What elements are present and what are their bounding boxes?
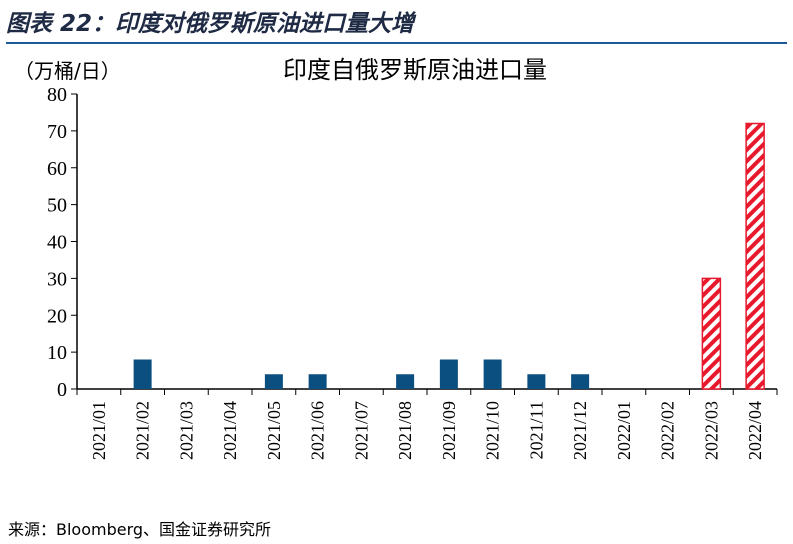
x-tick-label: 2021/06 [308, 401, 328, 460]
y-tick-label: 20 [47, 305, 67, 327]
y-tick-label: 70 [47, 121, 67, 143]
bar [483, 359, 502, 389]
figure-header: 图表 22：印度对俄罗斯原油进口量大增 [6, 2, 787, 44]
y-tick-label: 50 [47, 195, 67, 217]
bar [571, 374, 590, 389]
y-tick-label: 40 [47, 232, 67, 254]
figure-title: 图表 22：印度对俄罗斯原油进口量大增 [6, 11, 415, 37]
axes: 0 10 20 30 40 50 60 70 80 2021/01 2021/02 2021/03 20… [47, 84, 778, 460]
bars [133, 122, 765, 390]
x-tick-label: 2022/01 [614, 401, 634, 460]
y-tick-label: 80 [47, 84, 67, 106]
x-tick-label: 2021/12 [570, 401, 590, 460]
bar [396, 374, 415, 389]
x-tick-label: 2022/04 [745, 401, 765, 460]
bar [527, 374, 546, 389]
y-tick-label: 10 [47, 342, 67, 364]
x-tick-label: 2021/01 [89, 401, 109, 460]
source-note: 来源：Bloomberg、国金证券研究所 [8, 520, 272, 539]
y-axis-unit-label: （万桶/日） [14, 59, 121, 83]
bar [133, 359, 152, 389]
x-tick-label: 2021/03 [176, 401, 196, 460]
x-tick-label: 2022/03 [701, 401, 721, 460]
x-tick-label: 2021/04 [220, 401, 240, 460]
bar [264, 374, 283, 389]
bar [439, 359, 458, 389]
x-tick-label: 2021/07 [351, 401, 371, 460]
x-tick-label: 2021/09 [439, 401, 459, 460]
y-tick-label: 30 [47, 268, 67, 290]
x-tick-label: 2021/11 [526, 401, 546, 459]
x-tick-label: 2021/10 [483, 401, 503, 460]
y-tick-label: 60 [47, 158, 67, 180]
y-tick-label: 0 [57, 379, 67, 401]
chart-title: 印度自俄罗斯原油进口量 [283, 56, 547, 84]
x-tick-label: 2021/02 [133, 401, 153, 460]
x-tick-label: 2022/02 [658, 401, 678, 460]
x-tick-label: 2021/08 [395, 401, 415, 460]
bar [308, 374, 327, 389]
title-rule [6, 42, 787, 44]
bar-chart: 印度自俄罗斯原油进口量 （万桶/日） 0 10 20 30 40 50 60 70 80 2021… [14, 56, 778, 460]
bar-highlight [701, 277, 722, 390]
x-tick-label: 2021/05 [264, 401, 284, 460]
bar-highlight [745, 122, 765, 390]
